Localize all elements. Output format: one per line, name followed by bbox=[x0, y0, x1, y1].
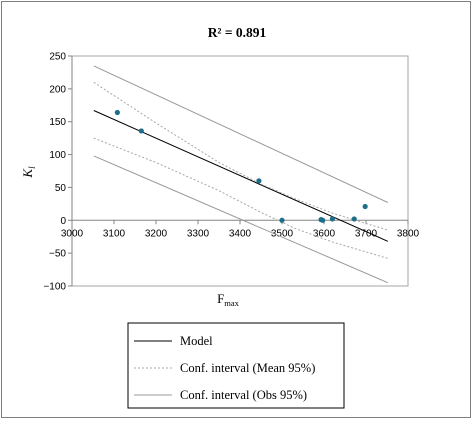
data-point bbox=[279, 217, 285, 223]
data-point bbox=[320, 217, 326, 223]
x-tick-label: 3800 bbox=[397, 228, 420, 239]
series-line-3 bbox=[93, 65, 389, 203]
x-axis-label-sub: max bbox=[224, 298, 239, 308]
y-tick-label: 0 bbox=[60, 216, 66, 227]
data-points bbox=[114, 109, 368, 223]
axes: 3000 3100 3200 3300 3400 3500 3600 3700 3800 −100… bbox=[43, 52, 419, 293]
legend-box bbox=[127, 322, 345, 409]
y-axis-label: Kl bbox=[20, 166, 37, 179]
series-line-2 bbox=[93, 137, 388, 259]
data-point bbox=[362, 203, 368, 210]
data-point bbox=[138, 128, 144, 134]
x-tick-label: 3100 bbox=[103, 228, 126, 239]
x-tick-label: 3300 bbox=[187, 228, 210, 239]
legend-label: Conf. interval (Obs 95%) bbox=[180, 388, 307, 402]
y-tick-label: 50 bbox=[55, 183, 67, 194]
data-point bbox=[351, 216, 357, 222]
y-tick-label: 200 bbox=[49, 84, 66, 95]
data-point bbox=[114, 109, 120, 116]
x-axis-label: Fmax bbox=[217, 291, 240, 308]
y-tick-label: 250 bbox=[49, 52, 66, 63]
series-line-1 bbox=[93, 81, 388, 231]
series-line-0 bbox=[93, 110, 389, 242]
svg-text:Fmax: Fmax bbox=[217, 291, 240, 308]
legend-label: Model bbox=[180, 334, 213, 348]
svg-text:Kl: Kl bbox=[20, 166, 37, 179]
legend: Model Conf. interval (Mean 95%) Conf. inte… bbox=[127, 322, 345, 409]
data-point bbox=[256, 178, 262, 184]
x-axis-label-main: F bbox=[217, 291, 224, 306]
plot-area bbox=[71, 55, 409, 287]
series-lines bbox=[93, 65, 389, 284]
y-axis-label-main: K bbox=[20, 168, 35, 179]
x-tick-label: 3400 bbox=[229, 228, 252, 239]
x-tick-label: 3600 bbox=[313, 228, 336, 239]
y-axis-label-sub: l bbox=[27, 166, 37, 169]
data-point bbox=[329, 216, 335, 222]
y-tick-label: −100 bbox=[43, 282, 66, 293]
x-tick-label: 3200 bbox=[145, 228, 168, 239]
x-tick-label: 3000 bbox=[61, 228, 84, 239]
x-tick-label: 3700 bbox=[355, 228, 378, 239]
series-line-4 bbox=[93, 155, 388, 284]
legend-label: Conf. interval (Mean 95%) bbox=[180, 361, 315, 375]
chart-title: R² = 0.891 bbox=[208, 25, 267, 40]
y-tick-label: −50 bbox=[49, 249, 66, 260]
plot-border bbox=[71, 55, 409, 287]
x-tick-label: 3500 bbox=[271, 228, 294, 239]
y-tick-label: 150 bbox=[49, 117, 66, 128]
y-tick-label: 100 bbox=[49, 150, 66, 161]
